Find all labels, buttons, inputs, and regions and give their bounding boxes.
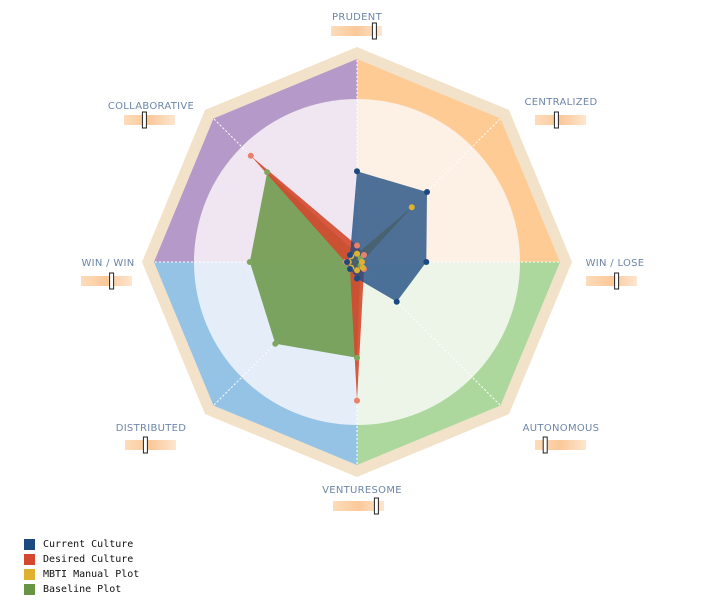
legend-swatch [24, 554, 35, 565]
series-point [246, 259, 253, 265]
axis-slider[interactable] [124, 111, 175, 129]
axis-slider[interactable] [81, 272, 132, 290]
slider-track[interactable] [124, 115, 175, 125]
slider-track[interactable] [586, 276, 637, 286]
axis-label: AUTONOMOUS [523, 423, 600, 434]
series-area-1 [347, 171, 427, 302]
series-point [354, 168, 360, 175]
axis-slider[interactable] [331, 22, 382, 40]
legend-swatch [24, 584, 35, 595]
axis-slider[interactable] [333, 497, 384, 515]
slider-thumb[interactable] [109, 272, 115, 290]
legend-label: Desired Culture [43, 554, 134, 565]
slider-track[interactable] [331, 26, 382, 36]
legend-item[interactable]: Desired Culture [24, 552, 139, 567]
slider-track[interactable] [535, 440, 586, 450]
legend: Current Culture Desired Culture MBTI Man… [24, 537, 139, 597]
axis-slider[interactable] [125, 436, 176, 454]
series-point [408, 204, 415, 211]
series-point [358, 259, 365, 265]
slider-track[interactable] [535, 115, 586, 125]
legend-label: Current Culture [43, 539, 134, 550]
series-point [272, 340, 279, 347]
axis-slider[interactable] [535, 436, 586, 454]
slider-thumb[interactable] [142, 436, 148, 454]
axis-label: COLLABORATIVE [108, 101, 194, 112]
legend-swatch [24, 539, 35, 550]
slider-thumb[interactable] [373, 497, 379, 515]
series-point [344, 259, 351, 265]
inner-wedge-4 [357, 262, 473, 426]
series-point [354, 250, 360, 257]
slider-track[interactable] [125, 440, 176, 450]
slider-thumb[interactable] [553, 111, 559, 129]
series-point [424, 189, 430, 195]
series-point [359, 264, 366, 271]
series-point [354, 354, 360, 361]
axis-label: PRUDENT [332, 12, 383, 23]
axis-labels: PRUDENT CENTRALIZED WIN / LOSE AUTONOMOUS VE… [81, 12, 644, 496]
slider-track[interactable] [81, 276, 132, 286]
axis-label: VENTURESOME [322, 485, 402, 496]
axis-label: WIN / WIN [81, 258, 134, 269]
slider-thumb[interactable] [542, 436, 548, 454]
series-point [354, 267, 360, 274]
legend-label: MBTI Manual Plot [43, 569, 140, 580]
legend-label: Baseline Plot [43, 584, 122, 595]
axis-slider[interactable] [535, 111, 586, 129]
series-point [361, 252, 367, 258]
legend-item[interactable]: MBTI Manual Plot [24, 567, 139, 582]
legend-item[interactable]: Baseline Plot [24, 582, 139, 597]
axis-sliders[interactable] [81, 22, 637, 515]
series-point [347, 266, 353, 272]
axis-label: CENTRALIZED [525, 97, 598, 108]
series-point [423, 259, 430, 265]
series-point [393, 298, 400, 305]
legend-item[interactable]: Current Culture [24, 537, 139, 552]
slider-thumb[interactable] [141, 111, 147, 129]
axis-slider[interactable] [586, 272, 637, 290]
series-point [247, 152, 254, 159]
series-point [347, 252, 353, 258]
series-area-2 [250, 155, 364, 401]
series-point [354, 397, 360, 404]
legend-swatch [24, 569, 35, 580]
slider-thumb[interactable] [614, 272, 620, 290]
series-layer [246, 152, 430, 404]
axis-label: WIN / LOSE [586, 258, 645, 269]
axis-label: DISTRIBUTED [116, 423, 187, 434]
slider-track[interactable] [333, 501, 384, 511]
series-point [354, 242, 360, 249]
series-point [264, 169, 271, 176]
slider-thumb[interactable] [371, 22, 377, 40]
series-point [354, 275, 360, 282]
series-area-4 [249, 172, 362, 358]
radar-chart: PRUDENT CENTRALIZED WIN / LOSE AUTONOMOUS VE… [81, 12, 644, 515]
